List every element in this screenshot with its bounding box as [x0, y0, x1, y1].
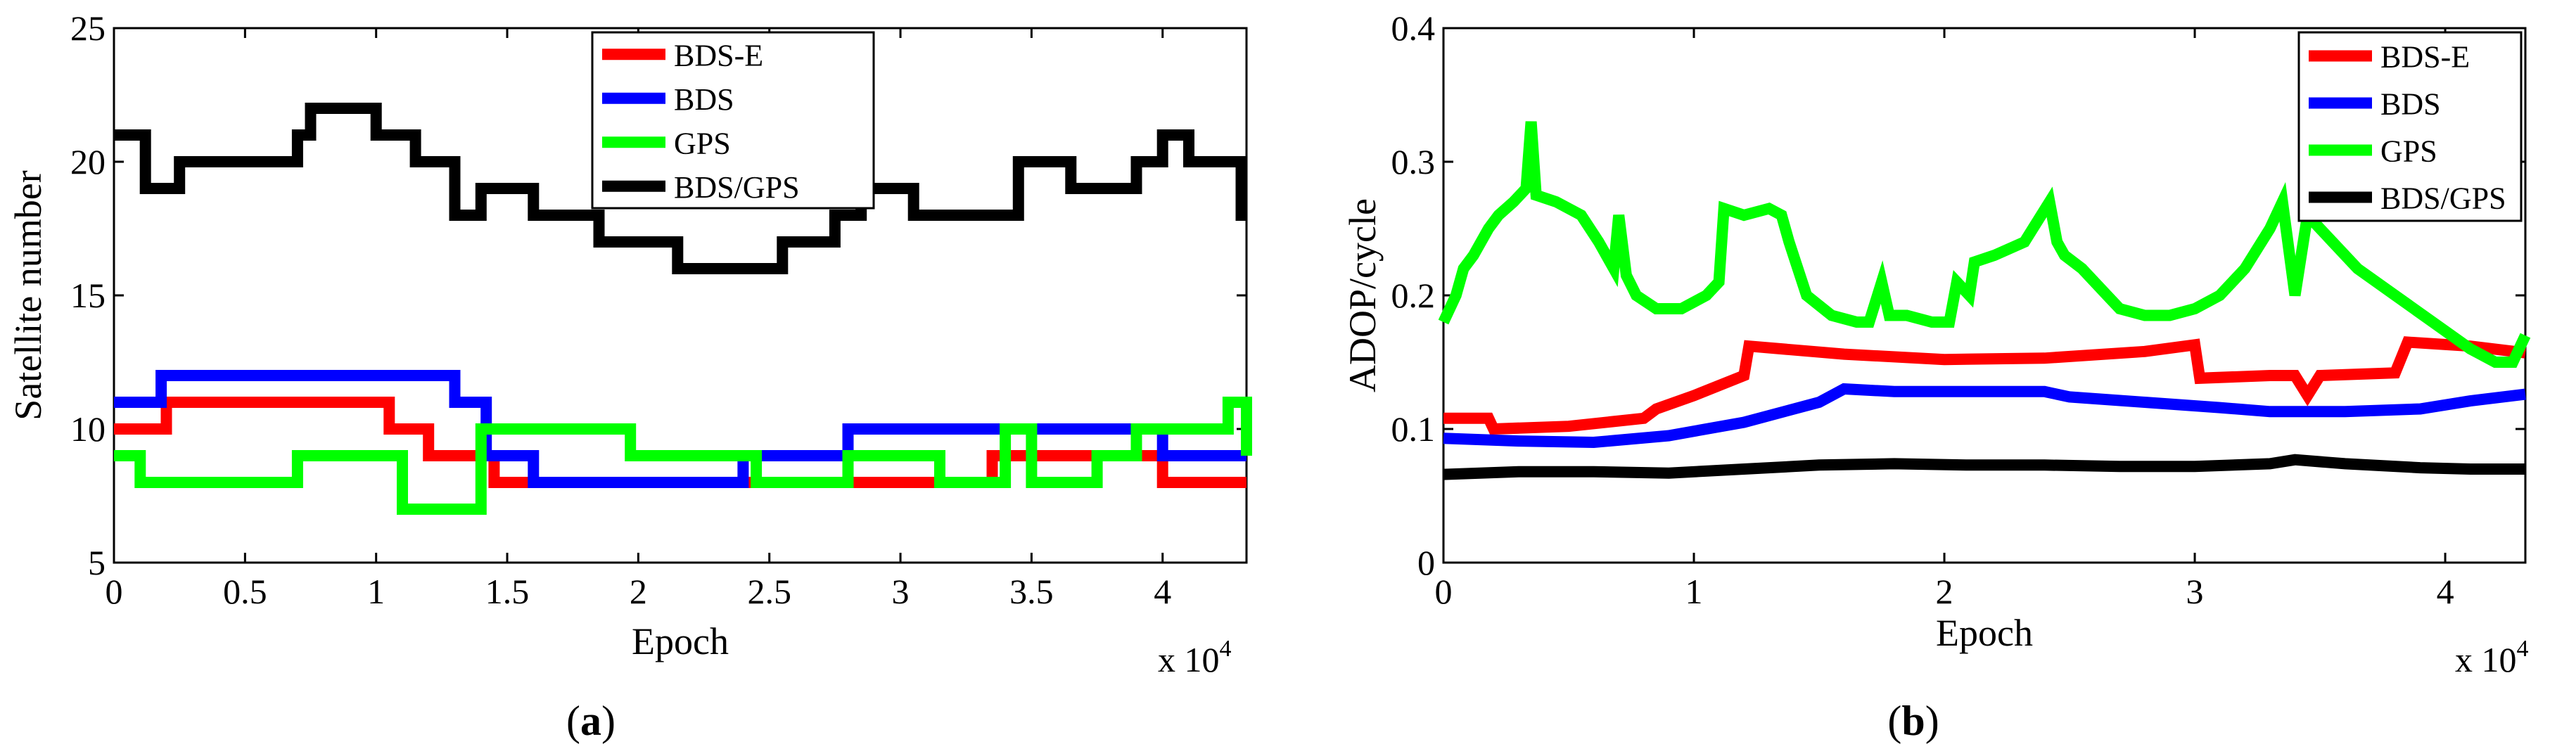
- panel-a-legend: BDS-E BDS GPS BDS/GPS: [591, 31, 875, 210]
- panel-b-x-tick-label: 3: [2186, 572, 2204, 611]
- panel-a-series-bds: [114, 370, 1246, 488]
- panel-b-legend-box: [2297, 31, 2523, 222]
- panel-a-y-tick-label: 20: [70, 142, 106, 181]
- panel-b-y-tick-label: 0.4: [1391, 8, 1436, 48]
- panel-a-y-axis-label: Satellite number: [7, 170, 49, 420]
- panel-a-y-tick-label: 10: [70, 409, 106, 449]
- panel-b-legend-label: BDS/GPS: [2380, 181, 2506, 216]
- panel-a-caption: (a): [566, 698, 616, 744]
- panel-a-legend-label: BDS: [674, 82, 734, 117]
- panel-a-series: [114, 103, 1252, 515]
- panel-a-x-axis-label: Epoch: [632, 620, 729, 662]
- panel-b-x-tick-label: 2: [1936, 572, 1953, 611]
- panel-a-x-tick-label: 0.5: [223, 572, 267, 611]
- panel-a-y-tick-label: 15: [70, 276, 106, 315]
- panel-b-x-tick-label: 0: [1435, 572, 1453, 611]
- panel-b-legend-label: BDS: [2380, 87, 2441, 122]
- panel-b-x-tick-label: 1: [1685, 572, 1703, 611]
- panel-b-x-axis-label: Epoch: [1936, 612, 2033, 654]
- panel-b-y-axis-label: ADOP/cycle: [1341, 198, 1384, 392]
- panel-b-legend: BDS-E BDS GPS BDS/GPS: [2297, 31, 2523, 222]
- panel-b-y-tick-label: 0: [1417, 543, 1435, 582]
- panel-b-series-bds-e: [1443, 336, 2526, 435]
- panel-b-y-tick-label: 0.3: [1391, 142, 1436, 181]
- panel-b-series-gps: [1438, 121, 2531, 368]
- panel-a-series-bds-gps: [114, 103, 1247, 274]
- panel-a-x-tick-label: 3: [892, 572, 910, 611]
- panel-a-y-tick-label: 25: [70, 8, 106, 48]
- panel-a-series-gps: [114, 397, 1252, 515]
- panel-a-x-tick-label: 1: [367, 572, 385, 611]
- panel-a-y-tick-label: 5: [88, 543, 106, 582]
- panel-a-x-tick-label: 2: [630, 572, 647, 611]
- panel-b-y-tick-label: 0.1: [1391, 409, 1436, 449]
- panel-a-x-tick-label: 4: [1154, 572, 1171, 611]
- panel-b-ticks: 0 1 2 3 4 0 0.1 0.2 0.3 0.4: [1391, 8, 2525, 611]
- panel-b-legend-label: BDS-E: [2380, 40, 2470, 75]
- panel-a-x-multiplier: x 104: [1158, 636, 1232, 679]
- panel-b-y-tick-label: 0.2: [1391, 276, 1436, 315]
- panel-a-x-tick-label: 1.5: [485, 572, 530, 611]
- chart-panel-b: 0 1 2 3 4 0 0.1 0.2 0.3 0.4 BDS-E BDS GPS BDS/GPS Ep…: [1341, 8, 2531, 744]
- panel-a-x-tick-label: 2.5: [747, 572, 791, 611]
- panel-a-series-bds-e: [114, 397, 1246, 488]
- panel-b-series-bds-gps: [1443, 454, 2525, 480]
- panel-a-x-tick-label: 0: [106, 572, 123, 611]
- panel-b-x-multiplier: x 104: [2455, 636, 2529, 679]
- panel-a-x-tick-label: 3.5: [1009, 572, 1054, 611]
- panel-a-legend-label: BDS/GPS: [674, 170, 800, 205]
- panel-a-legend-label: GPS: [674, 126, 731, 160]
- panel-a-legend-box: [591, 31, 875, 210]
- panel-b-series-bds: [1443, 383, 2526, 449]
- panel-b-legend-label: GPS: [2380, 134, 2437, 169]
- panel-a-legend-label: BDS-E: [674, 38, 763, 72]
- panel-b-x-tick-label: 4: [2437, 572, 2454, 611]
- panel-b-caption: (b): [1887, 698, 1939, 744]
- panel-b-series: [1438, 121, 2531, 480]
